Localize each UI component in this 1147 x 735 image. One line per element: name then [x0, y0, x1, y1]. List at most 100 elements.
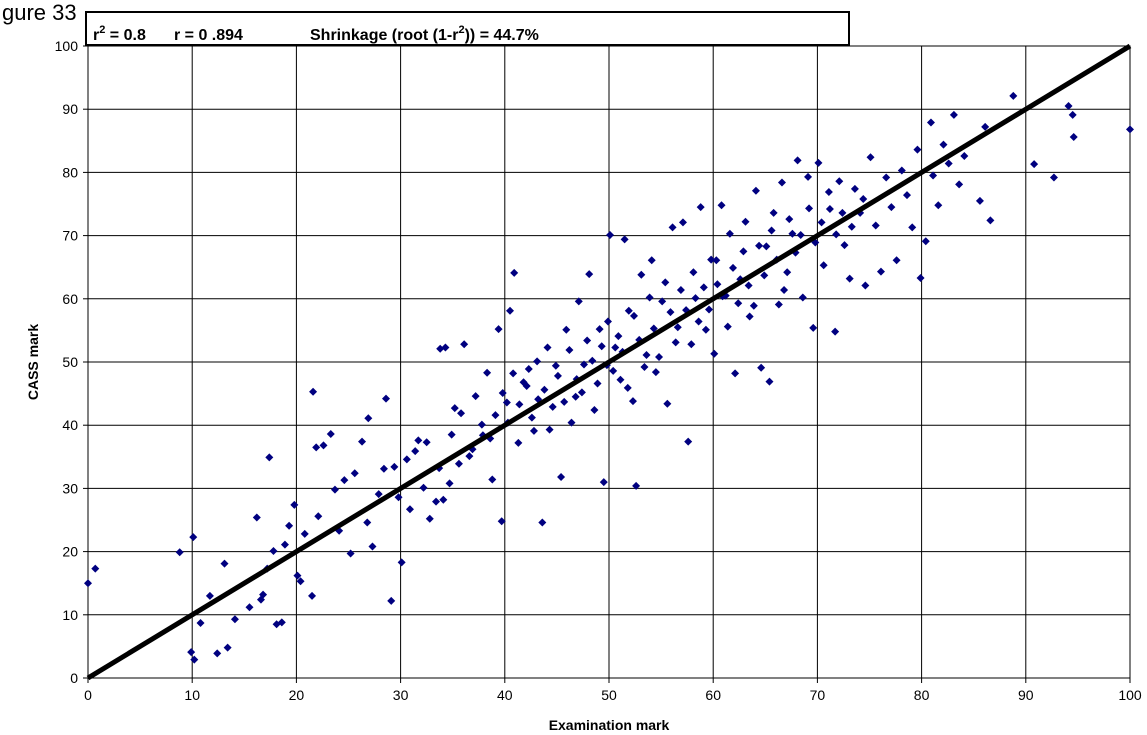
axis-ticks: 0 10 20 30 40 50 60 70 80 90 100 0 10 20 30 40 50 60 70 80 9…	[55, 38, 1142, 703]
data-point	[805, 204, 814, 213]
data-point	[494, 325, 503, 334]
data-point	[285, 521, 294, 530]
data-point	[804, 172, 813, 181]
reference-line	[86, 43, 1132, 681]
data-point	[788, 229, 797, 238]
data-point	[645, 293, 654, 302]
data-point	[871, 221, 880, 230]
x-tick-label: 40	[497, 687, 513, 703]
data-point	[926, 118, 935, 127]
data-point	[649, 324, 658, 333]
data-point	[1064, 102, 1073, 111]
data-point	[290, 500, 299, 509]
data-point	[774, 300, 783, 309]
data-point	[749, 301, 758, 310]
data-point	[701, 325, 710, 334]
y-tick-label: 60	[62, 291, 78, 307]
data-point	[780, 285, 789, 294]
data-point	[986, 216, 995, 225]
data-point	[713, 280, 722, 289]
data-point	[205, 591, 214, 600]
data-point	[422, 438, 431, 447]
annotation-text: r2 = 0.8 r = 0 .894 Shrinkage (root (1-r2)…	[93, 24, 539, 44]
x-tick-label: 80	[914, 687, 930, 703]
data-point	[502, 398, 511, 407]
data-point	[538, 518, 547, 527]
y-tick-label: 10	[62, 607, 78, 623]
data-point	[394, 493, 403, 502]
data-point	[402, 455, 411, 464]
data-point	[684, 437, 693, 446]
data-point	[450, 404, 459, 413]
data-point	[599, 478, 608, 487]
data-point	[488, 475, 497, 484]
data-point	[624, 306, 633, 315]
data-point	[441, 343, 450, 352]
shrinkage-result: )) = 44.7%	[465, 27, 539, 44]
data-point	[390, 462, 399, 471]
data-point	[897, 166, 906, 175]
data-point	[277, 618, 286, 627]
data-point	[838, 208, 847, 217]
data-point	[314, 512, 323, 521]
data-point	[330, 485, 339, 494]
data-point	[364, 414, 373, 423]
data-point	[632, 481, 641, 490]
data-point	[734, 299, 743, 308]
data-point	[647, 256, 656, 265]
data-point	[728, 263, 737, 272]
data-point	[725, 229, 734, 238]
data-point	[882, 173, 891, 182]
data-point	[432, 497, 441, 506]
data-point	[939, 140, 948, 149]
data-point	[765, 377, 774, 386]
data-point	[913, 145, 922, 154]
data-point	[640, 363, 649, 372]
data-point	[213, 649, 222, 658]
data-point	[567, 418, 576, 427]
data-point	[379, 464, 388, 473]
data-point	[91, 564, 100, 573]
y-tick-label: 50	[62, 354, 78, 370]
data-point	[577, 388, 586, 397]
data-point	[960, 151, 969, 160]
data-point	[465, 452, 474, 461]
data-point	[637, 270, 646, 279]
x-tick-label: 90	[1018, 687, 1034, 703]
y-tick-label: 100	[55, 38, 79, 54]
data-point	[691, 294, 700, 303]
data-point	[1049, 173, 1058, 182]
data-point	[514, 438, 523, 447]
data-point	[687, 340, 696, 349]
data-point	[189, 533, 198, 542]
data-point	[571, 392, 580, 401]
x-tick-label: 0	[84, 687, 92, 703]
data-point	[689, 268, 698, 277]
data-point	[731, 369, 740, 378]
data-point	[358, 437, 367, 446]
x-tick-label: 70	[810, 687, 826, 703]
data-point	[533, 357, 542, 366]
data-point	[414, 436, 423, 445]
data-point	[668, 223, 677, 232]
data-point	[620, 235, 629, 244]
data-point	[560, 397, 569, 406]
data-point	[694, 317, 703, 326]
data-point	[745, 312, 754, 321]
data-point	[308, 591, 317, 600]
data-point	[445, 479, 454, 488]
data-point	[628, 397, 637, 406]
data-point	[540, 385, 549, 394]
data-point	[553, 371, 562, 380]
r2-superscript: 2	[99, 24, 105, 36]
data-point	[230, 615, 239, 624]
data-point	[769, 208, 778, 217]
data-point	[671, 338, 680, 347]
data-point	[785, 215, 794, 224]
data-point	[252, 513, 261, 522]
data-point	[850, 184, 859, 193]
data-point	[574, 297, 583, 306]
r2-value: = 0.8	[105, 27, 146, 44]
data-point	[524, 364, 533, 373]
data-point	[562, 325, 571, 334]
